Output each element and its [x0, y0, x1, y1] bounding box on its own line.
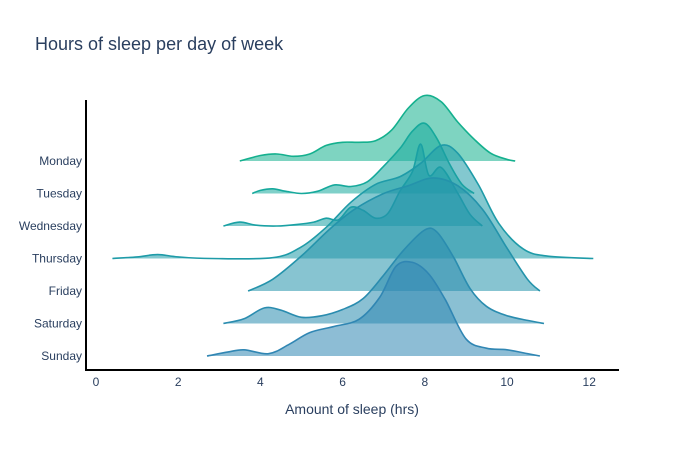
x-tick-label: 8	[421, 375, 428, 389]
y-tick-label-saturday: Saturday	[34, 317, 82, 331]
ridge-line-thursday	[112, 144, 594, 260]
x-tick-label: 10	[500, 375, 514, 389]
x-tick-label: 0	[93, 375, 100, 389]
y-tick-label-sunday: Sunday	[41, 349, 82, 363]
y-tick-label-friday: Friday	[49, 284, 82, 298]
x-tick-label: 12	[583, 375, 597, 389]
ridge-line-monday	[239, 94, 516, 162]
x-tick-label: 2	[175, 375, 182, 389]
y-tick-label-tuesday: Tuesday	[36, 187, 82, 201]
y-tick-label-wednesday: Wednesday	[19, 219, 82, 233]
ridge-line-sunday	[206, 260, 541, 357]
y-tick-label-thursday: Thursday	[32, 252, 82, 266]
x-tick-label: 4	[257, 375, 264, 389]
ridge-series-group	[112, 94, 594, 357]
ridge-area-monday	[239, 95, 516, 161]
x-axis-title: Amount of sleep (hrs)	[285, 401, 419, 417]
ridge-area-sunday	[207, 261, 540, 356]
x-axis-tick-labels: 0 2 4 6 8 10 12	[93, 375, 597, 389]
ridge-line-saturday	[223, 227, 545, 325]
x-tick-label: 6	[339, 375, 346, 389]
chart-title: Hours of sleep per day of week	[35, 34, 284, 54]
y-tick-label-monday: Monday	[39, 154, 82, 168]
ridge-area-friday	[248, 177, 540, 291]
y-axis-tick-labels: Monday Tuesday Wednesday Thursday Friday Satu…	[19, 154, 82, 363]
ridge-line-friday	[247, 177, 541, 292]
